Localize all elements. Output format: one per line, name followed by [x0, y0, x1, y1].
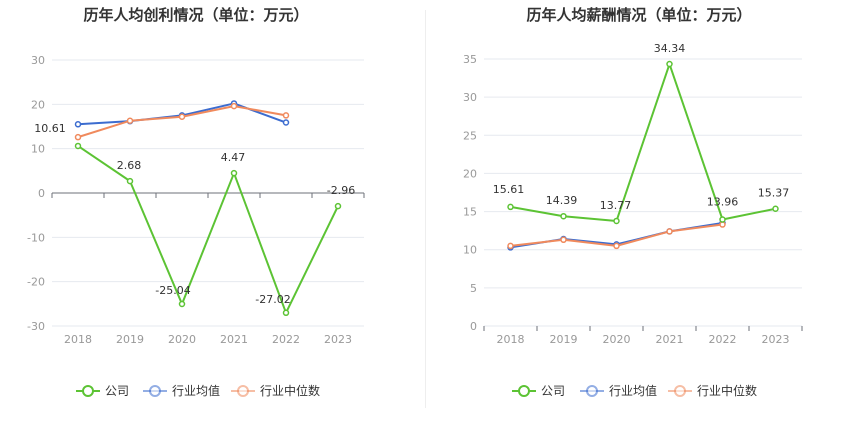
- legend-item-1[interactable]: 行业均值: [143, 383, 220, 398]
- x-tick-label: 2022: [709, 333, 737, 346]
- y-tick-label: 10: [463, 244, 477, 257]
- data-point[interactable]: [719, 221, 726, 228]
- legend-marker: [586, 385, 598, 397]
- data-point[interactable]: [230, 169, 238, 177]
- data-point[interactable]: [666, 228, 673, 235]
- y-tick-label: 30: [463, 91, 477, 104]
- x-tick-label: 2018: [64, 333, 92, 346]
- y-tick-label: 30: [31, 54, 45, 67]
- legend-label: 公司: [105, 384, 129, 398]
- data-point[interactable]: [282, 112, 290, 119]
- data-point[interactable]: [74, 142, 82, 150]
- data-label: 13.96: [707, 196, 739, 209]
- data-point[interactable]: [230, 102, 238, 110]
- x-tick-label: 2021: [220, 333, 248, 346]
- y-tick-label: -10: [27, 231, 45, 244]
- x-tick-label: 2023: [762, 333, 790, 346]
- x-tick-label: 2019: [550, 333, 578, 346]
- data-point[interactable]: [613, 242, 620, 250]
- legend-label: 行业均值: [609, 383, 657, 398]
- legend-marker: [149, 385, 161, 397]
- data-label: 15.61: [493, 183, 525, 196]
- legend-label: 行业中位数: [260, 383, 320, 398]
- legend-marker: [237, 385, 249, 397]
- data-label: 15.37: [758, 187, 790, 200]
- y-tick-label: 0: [38, 187, 45, 200]
- legend-item-1[interactable]: 行业均值: [580, 383, 657, 398]
- legend-marker: [82, 385, 94, 397]
- data-point[interactable]: [772, 205, 779, 212]
- x-tick-label: 2023: [324, 333, 352, 346]
- x-tick-label: 2019: [116, 333, 144, 346]
- y-tick-label: -20: [27, 276, 45, 289]
- data-point[interactable]: [719, 216, 726, 223]
- chart-group: 历年人均创利情况（单位：万元） 30 20 10 0 -10 -20 -30 2018 2019 2…: [27, 6, 365, 398]
- data-label: 13.77: [600, 199, 632, 212]
- data-point[interactable]: [282, 309, 290, 317]
- chart-group: 历年人均薪酬情况（单位：万元） 35 30 25 20 15 10 5 0 2018 2019 202…: [463, 6, 803, 398]
- data-point[interactable]: [560, 236, 567, 244]
- data-point[interactable]: [74, 121, 82, 128]
- chart-title: 历年人均薪酬情况（单位：万元）: [526, 6, 751, 24]
- legend-marker: [674, 385, 686, 397]
- y-tick-label: -30: [27, 320, 45, 333]
- data-label: 34.34: [654, 42, 686, 55]
- data-point[interactable]: [74, 133, 82, 141]
- salary-per-capita-chart: 历年人均薪酬情况（单位：万元） 35 30 25 20 15 10 5 0 2018 2019 202…: [463, 6, 803, 398]
- profit-per-capita-chart: 历年人均创利情况（单位：万元） 30 20 10 0 -10 -20 -30 2018 2019 2…: [27, 6, 365, 398]
- data-label: 4.47: [221, 151, 246, 164]
- data-label: 14.39: [546, 194, 578, 207]
- y-tick-label: 20: [463, 167, 477, 180]
- data-point[interactable]: [126, 117, 134, 124]
- series-line-0: [510, 63, 776, 222]
- profit-chart-panel: 历年人均创利情况（单位：万元） 30 20 10 0 -10 -20 -30 2018 2019 2…: [27, 6, 365, 398]
- x-tick-label: 2020: [168, 333, 196, 346]
- y-tick-label: 5: [470, 282, 477, 295]
- legend-marker: [518, 385, 530, 397]
- legend-item-0[interactable]: 公司: [76, 384, 129, 398]
- legend-label: 公司: [541, 384, 565, 398]
- data-point[interactable]: [282, 119, 290, 126]
- data-point[interactable]: [613, 217, 620, 225]
- legend-label: 行业均值: [172, 383, 220, 398]
- data-point[interactable]: [507, 203, 514, 211]
- data-point[interactable]: [507, 242, 514, 250]
- chart-title: 历年人均创利情况（单位：万元）: [83, 6, 308, 24]
- x-tick-label: 2021: [656, 333, 684, 346]
- data-point[interactable]: [334, 202, 342, 210]
- data-label: -2.96: [327, 184, 355, 197]
- legend-item-0[interactable]: 公司: [512, 384, 565, 398]
- x-tick-label: 2022: [272, 333, 300, 346]
- x-tick-label: 2018: [497, 333, 525, 346]
- legend-item-2[interactable]: 行业中位数: [668, 383, 757, 398]
- legend-item-2[interactable]: 行业中位数: [231, 383, 320, 398]
- y-tick-label: 35: [463, 53, 477, 66]
- y-tick-label: 0: [470, 320, 477, 333]
- data-point[interactable]: [666, 60, 673, 68]
- data-point[interactable]: [178, 300, 186, 308]
- salary-chart-panel: 历年人均薪酬情况（单位：万元） 35 30 25 20 15 10 5 0 2018 2019 202…: [425, 0, 850, 437]
- panel-divider: [425, 10, 426, 408]
- x-tick-label: 2020: [603, 333, 631, 346]
- data-point[interactable]: [178, 113, 186, 120]
- data-point[interactable]: [560, 212, 567, 220]
- y-tick-label: 10: [31, 143, 45, 156]
- series-line-0: [77, 145, 339, 314]
- data-label: 2.68: [117, 159, 142, 172]
- legend-label: 行业中位数: [697, 383, 757, 398]
- data-label: 10.61: [34, 122, 66, 135]
- y-tick-label: 20: [31, 98, 45, 111]
- y-tick-label: 25: [463, 129, 477, 142]
- y-tick-label: 15: [463, 206, 477, 219]
- data-label: -27.02: [255, 293, 290, 306]
- data-point[interactable]: [126, 177, 134, 185]
- data-label: -25.04: [155, 284, 190, 297]
